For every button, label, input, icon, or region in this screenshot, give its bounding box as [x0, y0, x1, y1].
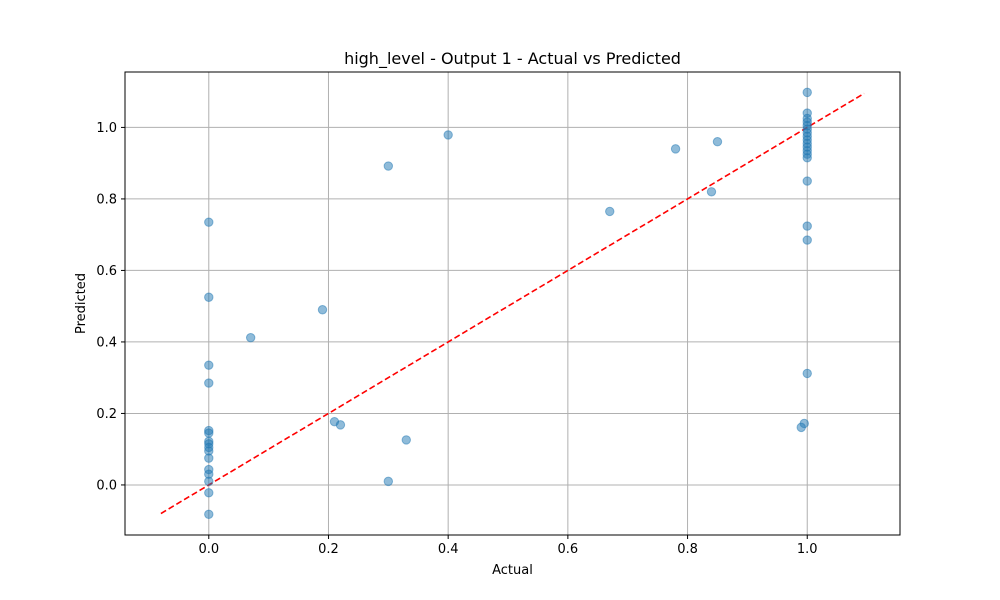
- data-point: [204, 360, 214, 370]
- y-tick-label: 0.4: [96, 335, 117, 350]
- data-point: [670, 144, 681, 154]
- data-point: [204, 488, 214, 498]
- x-tick-label: 0.2: [318, 542, 339, 557]
- data-point: [245, 332, 256, 343]
- data-point: [443, 130, 453, 140]
- data-point: [802, 368, 812, 379]
- data-point: [204, 428, 214, 438]
- data-point: [383, 161, 394, 171]
- data-point: [802, 221, 812, 231]
- data-point: [204, 292, 214, 302]
- y-tick-label: 0.0: [96, 478, 117, 493]
- y-tick-label: 0.6: [96, 264, 117, 279]
- x-axis-ticks: 0.0 0.2 0.4 0.6 0.8 1.0: [198, 535, 818, 557]
- data-point: [335, 420, 346, 430]
- data-point: [802, 153, 812, 163]
- data-point: [204, 217, 214, 227]
- data-point: [383, 476, 394, 487]
- data-point: [802, 235, 812, 245]
- x-tick-label: 0.6: [558, 542, 579, 557]
- reference-line: [160, 92, 865, 515]
- y-tick-label: 0.8: [96, 192, 117, 207]
- data-point: [802, 176, 812, 186]
- y-tick-label: 1.0: [96, 121, 117, 136]
- reference-line-layer: [160, 92, 865, 515]
- data-point: [605, 206, 615, 217]
- plot-area-frame: [124, 71, 901, 536]
- x-tick-label: 0.4: [438, 542, 459, 557]
- data-point: [204, 509, 214, 519]
- data-point: [706, 187, 717, 197]
- data-point: [204, 476, 214, 487]
- data-points: [204, 87, 812, 519]
- data-point: [401, 435, 411, 445]
- x-tick-label: 0.8: [677, 542, 698, 557]
- data-point: [712, 137, 723, 147]
- data-point: [317, 305, 328, 315]
- y-tick-label: 0.2: [96, 407, 117, 422]
- data-point: [796, 422, 806, 433]
- chart-title: high_level - Output 1 - Actual vs Predic…: [344, 49, 681, 69]
- x-axis-label: Actual: [492, 563, 533, 578]
- x-tick-label: 0.0: [198, 542, 219, 557]
- x-tick-label: 1.0: [797, 542, 818, 557]
- data-point: [204, 378, 214, 388]
- data-point: [802, 87, 812, 98]
- y-axis-ticks: 0.0 0.2 0.4 0.6 0.8 1.0: [96, 121, 125, 493]
- data-point: [204, 453, 214, 463]
- y-axis-label: Predicted: [74, 273, 89, 334]
